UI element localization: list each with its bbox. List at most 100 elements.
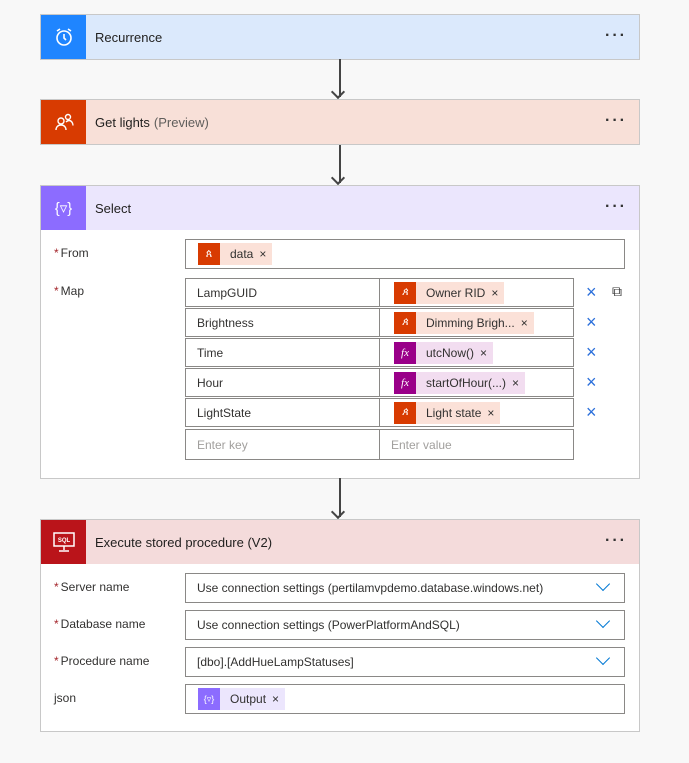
delete-row-icon[interactable]: × [586, 372, 597, 392]
get-lights-header[interactable]: Get lights (Preview) ··· [41, 100, 639, 144]
dynamic-token[interactable]: ጰ Owner RID × [394, 281, 505, 304]
remove-token-button[interactable]: × [487, 405, 495, 420]
token-label: data [230, 247, 254, 261]
preview-tag: (Preview) [153, 114, 209, 130]
server-name-dropdown[interactable]: Use connection settings (pertilamvpdemo.… [185, 573, 625, 603]
card-title: Recurrence [95, 29, 163, 45]
map-key-cell[interactable]: Hour [185, 368, 380, 397]
remove-token-button[interactable]: × [480, 345, 488, 360]
more-options-button[interactable]: ··· [605, 27, 627, 44]
map-label: * Map [54, 284, 84, 298]
required-mark: * [54, 654, 59, 668]
dynamic-token[interactable]: ጰ data × [198, 243, 273, 265]
more-options-button[interactable]: ··· [605, 112, 627, 129]
remove-token-button[interactable]: × [272, 692, 280, 706]
connector-arrow [339, 145, 341, 183]
remove-token-button[interactable]: × [491, 285, 499, 300]
switch-to-text-mode-icon[interactable]: ⧉ [612, 283, 622, 299]
database-name-dropdown[interactable]: Use connection settings (PowerPlatformAn… [185, 610, 625, 640]
recurrence-card[interactable]: Recurrence ··· [40, 14, 640, 60]
map-key: Hour [197, 375, 224, 390]
from-label: * From [54, 246, 89, 260]
fx-icon: fx [394, 371, 416, 394]
delete-row-icon[interactable]: × [586, 282, 597, 302]
dynamic-token[interactable]: ጰ Dimming Brigh... × [394, 311, 534, 334]
new-value-input[interactable]: Enter value [379, 429, 574, 460]
arrow-head-icon [330, 84, 346, 100]
arrow-head-icon [330, 504, 346, 520]
label-text: From [60, 246, 89, 260]
label-text: Database name [60, 617, 146, 631]
map-key: Brightness [197, 315, 254, 330]
label-text: Procedure name [60, 654, 150, 668]
expression-token[interactable]: fx startOfHour(...) × [394, 371, 526, 394]
people-icon: ጰ [198, 243, 220, 265]
database-name-label: * Database name [54, 617, 145, 631]
key-placeholder: Enter key [197, 437, 248, 452]
new-key-input[interactable]: Enter key [185, 429, 380, 460]
card-title: Select [95, 200, 132, 216]
map-value-cell[interactable]: ጰ Owner RID × [379, 278, 574, 307]
remove-token-button[interactable]: × [520, 315, 528, 330]
map-key-cell[interactable]: Brightness [185, 308, 380, 337]
card-title: Execute stored procedure (V2) [95, 534, 273, 550]
map-key-cell[interactable]: Time [185, 338, 380, 367]
people-icon: ጰ [394, 311, 416, 334]
token-label: utcNow() [426, 345, 475, 360]
sql-header[interactable]: SQL Execute stored procedure (V2) ··· [41, 520, 639, 564]
map-key-cell[interactable]: LampGUID [185, 278, 380, 307]
label-text: Server name [60, 580, 130, 594]
remove-token-button[interactable]: × [512, 375, 520, 390]
required-mark: * [54, 284, 59, 298]
dropdown-value: [dbo].[AddHueLampStatuses] [197, 655, 354, 669]
from-input[interactable]: ጰ data × [185, 239, 625, 269]
token-label: Dimming Brigh... [426, 315, 515, 330]
map-value-cell[interactable]: fx startOfHour(...) × [379, 368, 574, 397]
token-label: Output [230, 692, 267, 706]
remove-token-button[interactable]: × [259, 247, 267, 261]
token-label: Light state [426, 405, 482, 420]
execute-stored-procedure-card: SQL Execute stored procedure (V2) ··· * S… [40, 519, 640, 732]
more-options-button[interactable]: ··· [605, 532, 627, 549]
map-key-cell[interactable]: LightState [185, 398, 380, 427]
chevron-down-icon[interactable] [595, 650, 611, 666]
chevron-down-icon[interactable] [595, 576, 611, 592]
map-value-cell[interactable]: ጰ Light state × [379, 398, 574, 427]
label-text: Map [60, 284, 85, 298]
sql-monitor-icon: SQL [41, 520, 86, 564]
map-value-cell[interactable]: ጰ Dimming Brigh... × [379, 308, 574, 337]
select-header[interactable]: {▿} Select ··· [41, 186, 639, 230]
server-name-label: * Server name [54, 580, 129, 594]
chevron-down-icon[interactable] [595, 613, 611, 629]
output-token[interactable]: {▿} Output × [198, 688, 286, 710]
select-filter-icon: {▿} [198, 688, 220, 710]
required-mark: * [54, 617, 59, 631]
json-input[interactable]: {▿} Output × [185, 684, 625, 714]
delete-row-icon[interactable]: × [586, 312, 597, 332]
people-icon [41, 100, 86, 144]
card-title: Get lights (Preview) [95, 115, 209, 130]
required-mark: * [54, 246, 59, 260]
map-value-cell[interactable]: fx utcNow() × [379, 338, 574, 367]
value-placeholder: Enter value [391, 437, 452, 452]
select-filter-icon: {▿} [41, 186, 86, 230]
more-options-button[interactable]: ··· [605, 198, 627, 215]
people-icon: ጰ [394, 401, 416, 424]
connector-arrow [339, 478, 341, 517]
select-card: {▿} Select ··· * From ጰ data × * Map LampG… [40, 185, 640, 479]
map-key: LightState [197, 405, 252, 420]
alarm-clock-icon [41, 15, 86, 59]
required-mark: * [54, 580, 59, 594]
connector-arrow [339, 59, 341, 97]
people-icon: ጰ [394, 281, 416, 304]
expression-token[interactable]: fx utcNow() × [394, 341, 494, 364]
dynamic-token[interactable]: ጰ Light state × [394, 401, 501, 424]
delete-row-icon[interactable]: × [586, 402, 597, 422]
token-label: Owner RID [426, 285, 486, 300]
delete-row-icon[interactable]: × [586, 342, 597, 362]
procedure-name-dropdown[interactable]: [dbo].[AddHueLampStatuses] [185, 647, 625, 677]
get-lights-card[interactable]: Get lights (Preview) ··· [40, 99, 640, 145]
recurrence-header[interactable]: Recurrence ··· [41, 15, 639, 59]
map-key: LampGUID [197, 285, 258, 300]
json-label: json [54, 691, 77, 705]
